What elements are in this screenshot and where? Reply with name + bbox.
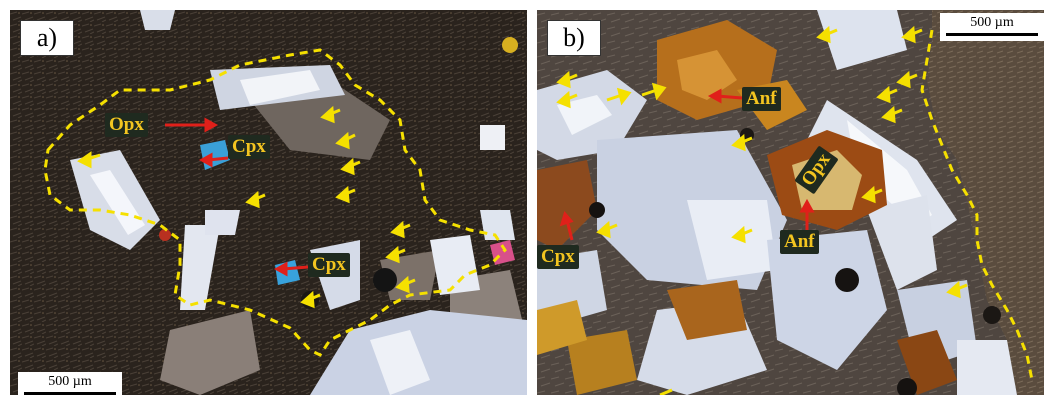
scale-bar-label: 500 µm bbox=[970, 15, 1014, 30]
scale-bar-line bbox=[946, 33, 1038, 36]
scale-bar-a: 500 µm bbox=[18, 372, 122, 395]
panel-letter-b: b) bbox=[547, 20, 601, 56]
mineral-label-opx: Opx bbox=[105, 113, 148, 137]
micrograph-panel-a: a) Opx Cpx Cpx 500 µm bbox=[10, 10, 527, 395]
thin-section-image-b bbox=[537, 10, 1044, 395]
mineral-label-anf: Anf bbox=[742, 87, 781, 111]
mineral-label-cpx: Cpx bbox=[308, 253, 350, 277]
scale-bar-label: 500 µm bbox=[48, 374, 92, 389]
thin-section-image-a bbox=[10, 10, 527, 395]
micrograph-panel-b: b) 500 µm Anf Opx A bbox=[537, 10, 1044, 395]
mineral-label-cpx: Cpx bbox=[537, 245, 579, 269]
panel-letter-a: a) bbox=[20, 20, 74, 56]
mineral-label-anf: Anf bbox=[780, 230, 819, 254]
scale-bar-line bbox=[24, 392, 116, 395]
mineral-label-cpx: Cpx bbox=[228, 135, 270, 159]
scale-bar-b: 500 µm bbox=[940, 13, 1044, 41]
